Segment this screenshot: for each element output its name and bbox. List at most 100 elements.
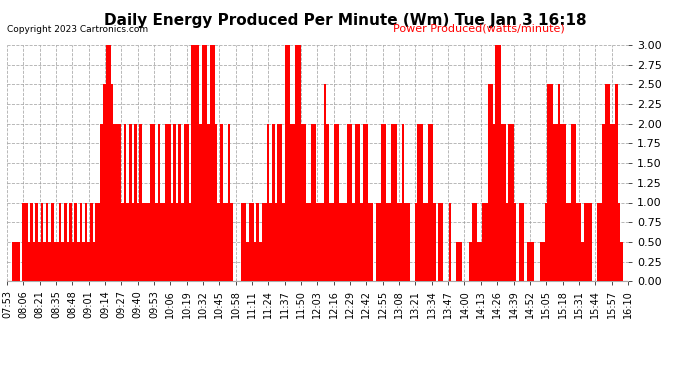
Bar xyxy=(448,202,451,281)
Bar xyxy=(573,124,576,281)
Bar xyxy=(553,124,555,281)
Bar xyxy=(124,124,126,281)
Bar xyxy=(589,202,591,281)
Bar xyxy=(67,242,69,281)
Bar xyxy=(25,202,28,281)
Bar xyxy=(181,202,184,281)
Bar xyxy=(28,242,30,281)
Bar xyxy=(152,124,155,281)
Bar xyxy=(576,202,578,281)
Bar xyxy=(285,45,288,281)
Bar xyxy=(558,84,560,281)
Bar xyxy=(116,124,119,281)
Bar xyxy=(241,202,244,281)
Bar xyxy=(145,202,147,281)
Bar xyxy=(578,202,581,281)
Bar xyxy=(108,45,111,281)
Bar xyxy=(269,202,272,281)
Bar xyxy=(199,124,201,281)
Bar xyxy=(417,124,420,281)
Bar xyxy=(92,242,95,281)
Bar xyxy=(64,202,67,281)
Bar xyxy=(82,242,85,281)
Bar xyxy=(166,124,168,281)
Bar xyxy=(259,242,262,281)
Bar xyxy=(210,45,212,281)
Bar xyxy=(600,202,602,281)
Bar xyxy=(163,202,166,281)
Bar xyxy=(17,242,20,281)
Bar xyxy=(168,124,170,281)
Bar xyxy=(420,124,423,281)
Bar xyxy=(38,242,41,281)
Bar xyxy=(550,84,553,281)
Bar xyxy=(407,202,410,281)
Bar xyxy=(223,202,225,281)
Bar xyxy=(306,202,308,281)
Bar xyxy=(428,124,431,281)
Bar xyxy=(472,202,475,281)
Bar xyxy=(264,202,267,281)
Bar xyxy=(12,242,14,281)
Bar xyxy=(391,124,394,281)
Bar xyxy=(251,202,254,281)
Bar xyxy=(155,202,157,281)
Bar xyxy=(513,202,516,281)
Bar xyxy=(334,124,337,281)
Bar xyxy=(298,45,301,281)
Bar xyxy=(77,242,79,281)
Bar xyxy=(438,202,441,281)
Bar xyxy=(542,242,544,281)
Bar xyxy=(111,84,113,281)
Bar xyxy=(142,202,145,281)
Bar xyxy=(197,45,199,281)
Bar xyxy=(51,202,54,281)
Bar xyxy=(248,202,251,281)
Bar xyxy=(459,242,462,281)
Bar xyxy=(503,124,506,281)
Bar xyxy=(347,124,350,281)
Bar xyxy=(511,124,513,281)
Bar xyxy=(288,45,290,281)
Bar xyxy=(157,124,160,281)
Bar xyxy=(345,202,347,281)
Bar xyxy=(566,202,568,281)
Bar xyxy=(363,124,366,281)
Bar xyxy=(313,124,316,281)
Bar xyxy=(604,84,607,281)
Bar xyxy=(488,84,490,281)
Bar xyxy=(555,124,558,281)
Bar xyxy=(332,202,334,281)
Bar xyxy=(316,202,319,281)
Bar xyxy=(425,202,428,281)
Bar xyxy=(277,124,279,281)
Bar xyxy=(529,242,532,281)
Bar xyxy=(506,202,509,281)
Bar xyxy=(482,202,485,281)
Bar xyxy=(612,124,615,281)
Bar xyxy=(371,202,373,281)
Bar xyxy=(301,124,303,281)
Bar xyxy=(368,202,371,281)
Bar xyxy=(415,202,417,281)
Bar xyxy=(485,202,488,281)
Bar xyxy=(257,202,259,281)
Bar xyxy=(139,124,142,281)
Bar xyxy=(282,202,285,281)
Bar xyxy=(295,45,298,281)
Bar xyxy=(95,202,98,281)
Bar xyxy=(337,124,339,281)
Bar xyxy=(170,202,173,281)
Bar xyxy=(493,124,495,281)
Bar xyxy=(41,202,43,281)
Bar xyxy=(121,202,124,281)
Bar xyxy=(147,202,150,281)
Bar xyxy=(324,84,326,281)
Bar xyxy=(254,242,257,281)
Bar xyxy=(378,202,381,281)
Bar xyxy=(620,242,622,281)
Bar xyxy=(618,202,620,281)
Bar xyxy=(191,45,194,281)
Bar xyxy=(353,202,355,281)
Bar xyxy=(519,202,522,281)
